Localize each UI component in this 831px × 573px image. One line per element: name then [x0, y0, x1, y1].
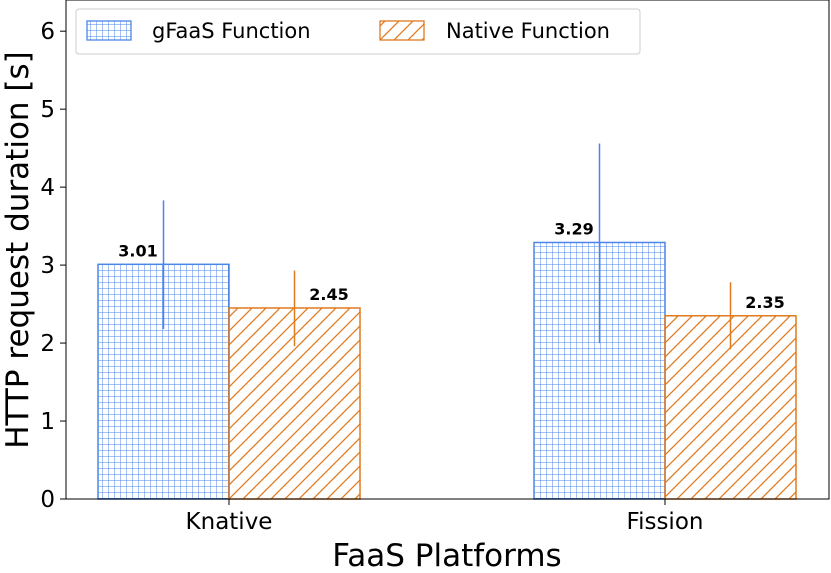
y-tick-label: 2 — [40, 331, 55, 357]
y-tick-label: 0 — [40, 487, 55, 513]
y-axis-ticks: 0 1 2 3 4 5 6 — [40, 19, 66, 513]
y-tick-label: 6 — [40, 19, 55, 45]
x-axis-label: FaaS Platforms — [332, 538, 561, 573]
legend: gFaaS Function Native Function — [75, 8, 641, 55]
y-axis-label: HTTP request duration [s] — [0, 51, 36, 449]
bars-layer — [97, 241, 797, 500]
plot-area-frame — [65, 0, 830, 500]
legend-label-gfaas: gFaaS Function — [152, 19, 311, 43]
legend-frame — [75, 8, 641, 55]
y-tick-label: 5 — [40, 97, 55, 123]
y-tick-label: 1 — [40, 409, 55, 435]
y-tick-label: 3 — [40, 253, 55, 279]
error-bars-layer — [162, 143, 732, 350]
value-label-gfaas-function-knative: 3.01 — [118, 241, 157, 260]
x-tick-label: Fission — [627, 509, 704, 535]
value-label-gfaas-function-fission: 3.29 — [554, 219, 593, 238]
y-tick-label: 4 — [40, 175, 55, 201]
legend-swatch-native — [379, 20, 425, 41]
x-axis-ticks: Knative Fission — [186, 499, 704, 535]
legend-swatch-gfaas — [86, 20, 132, 41]
x-tick-label: Knative — [186, 509, 273, 535]
value-labels-layer: 3.01 3.29 2.45 2.35 — [118, 219, 784, 311]
value-label-native-function-fission: 2.35 — [745, 293, 784, 312]
legend-label-native: Native Function — [446, 19, 610, 43]
value-label-native-function-knative: 2.45 — [309, 285, 348, 304]
